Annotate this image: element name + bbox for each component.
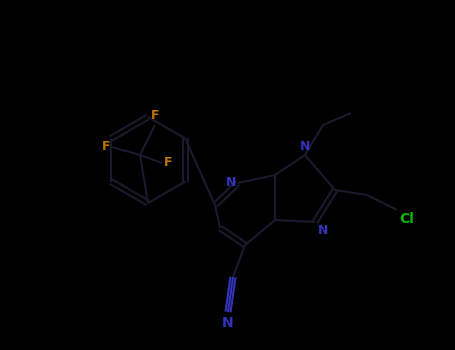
Text: F: F xyxy=(101,140,110,154)
Text: Cl: Cl xyxy=(399,212,414,226)
Text: F: F xyxy=(164,156,172,169)
Text: N: N xyxy=(226,176,236,189)
Text: N: N xyxy=(318,224,329,237)
Text: N: N xyxy=(222,316,234,330)
Text: F: F xyxy=(151,109,159,122)
Text: N: N xyxy=(300,140,310,153)
